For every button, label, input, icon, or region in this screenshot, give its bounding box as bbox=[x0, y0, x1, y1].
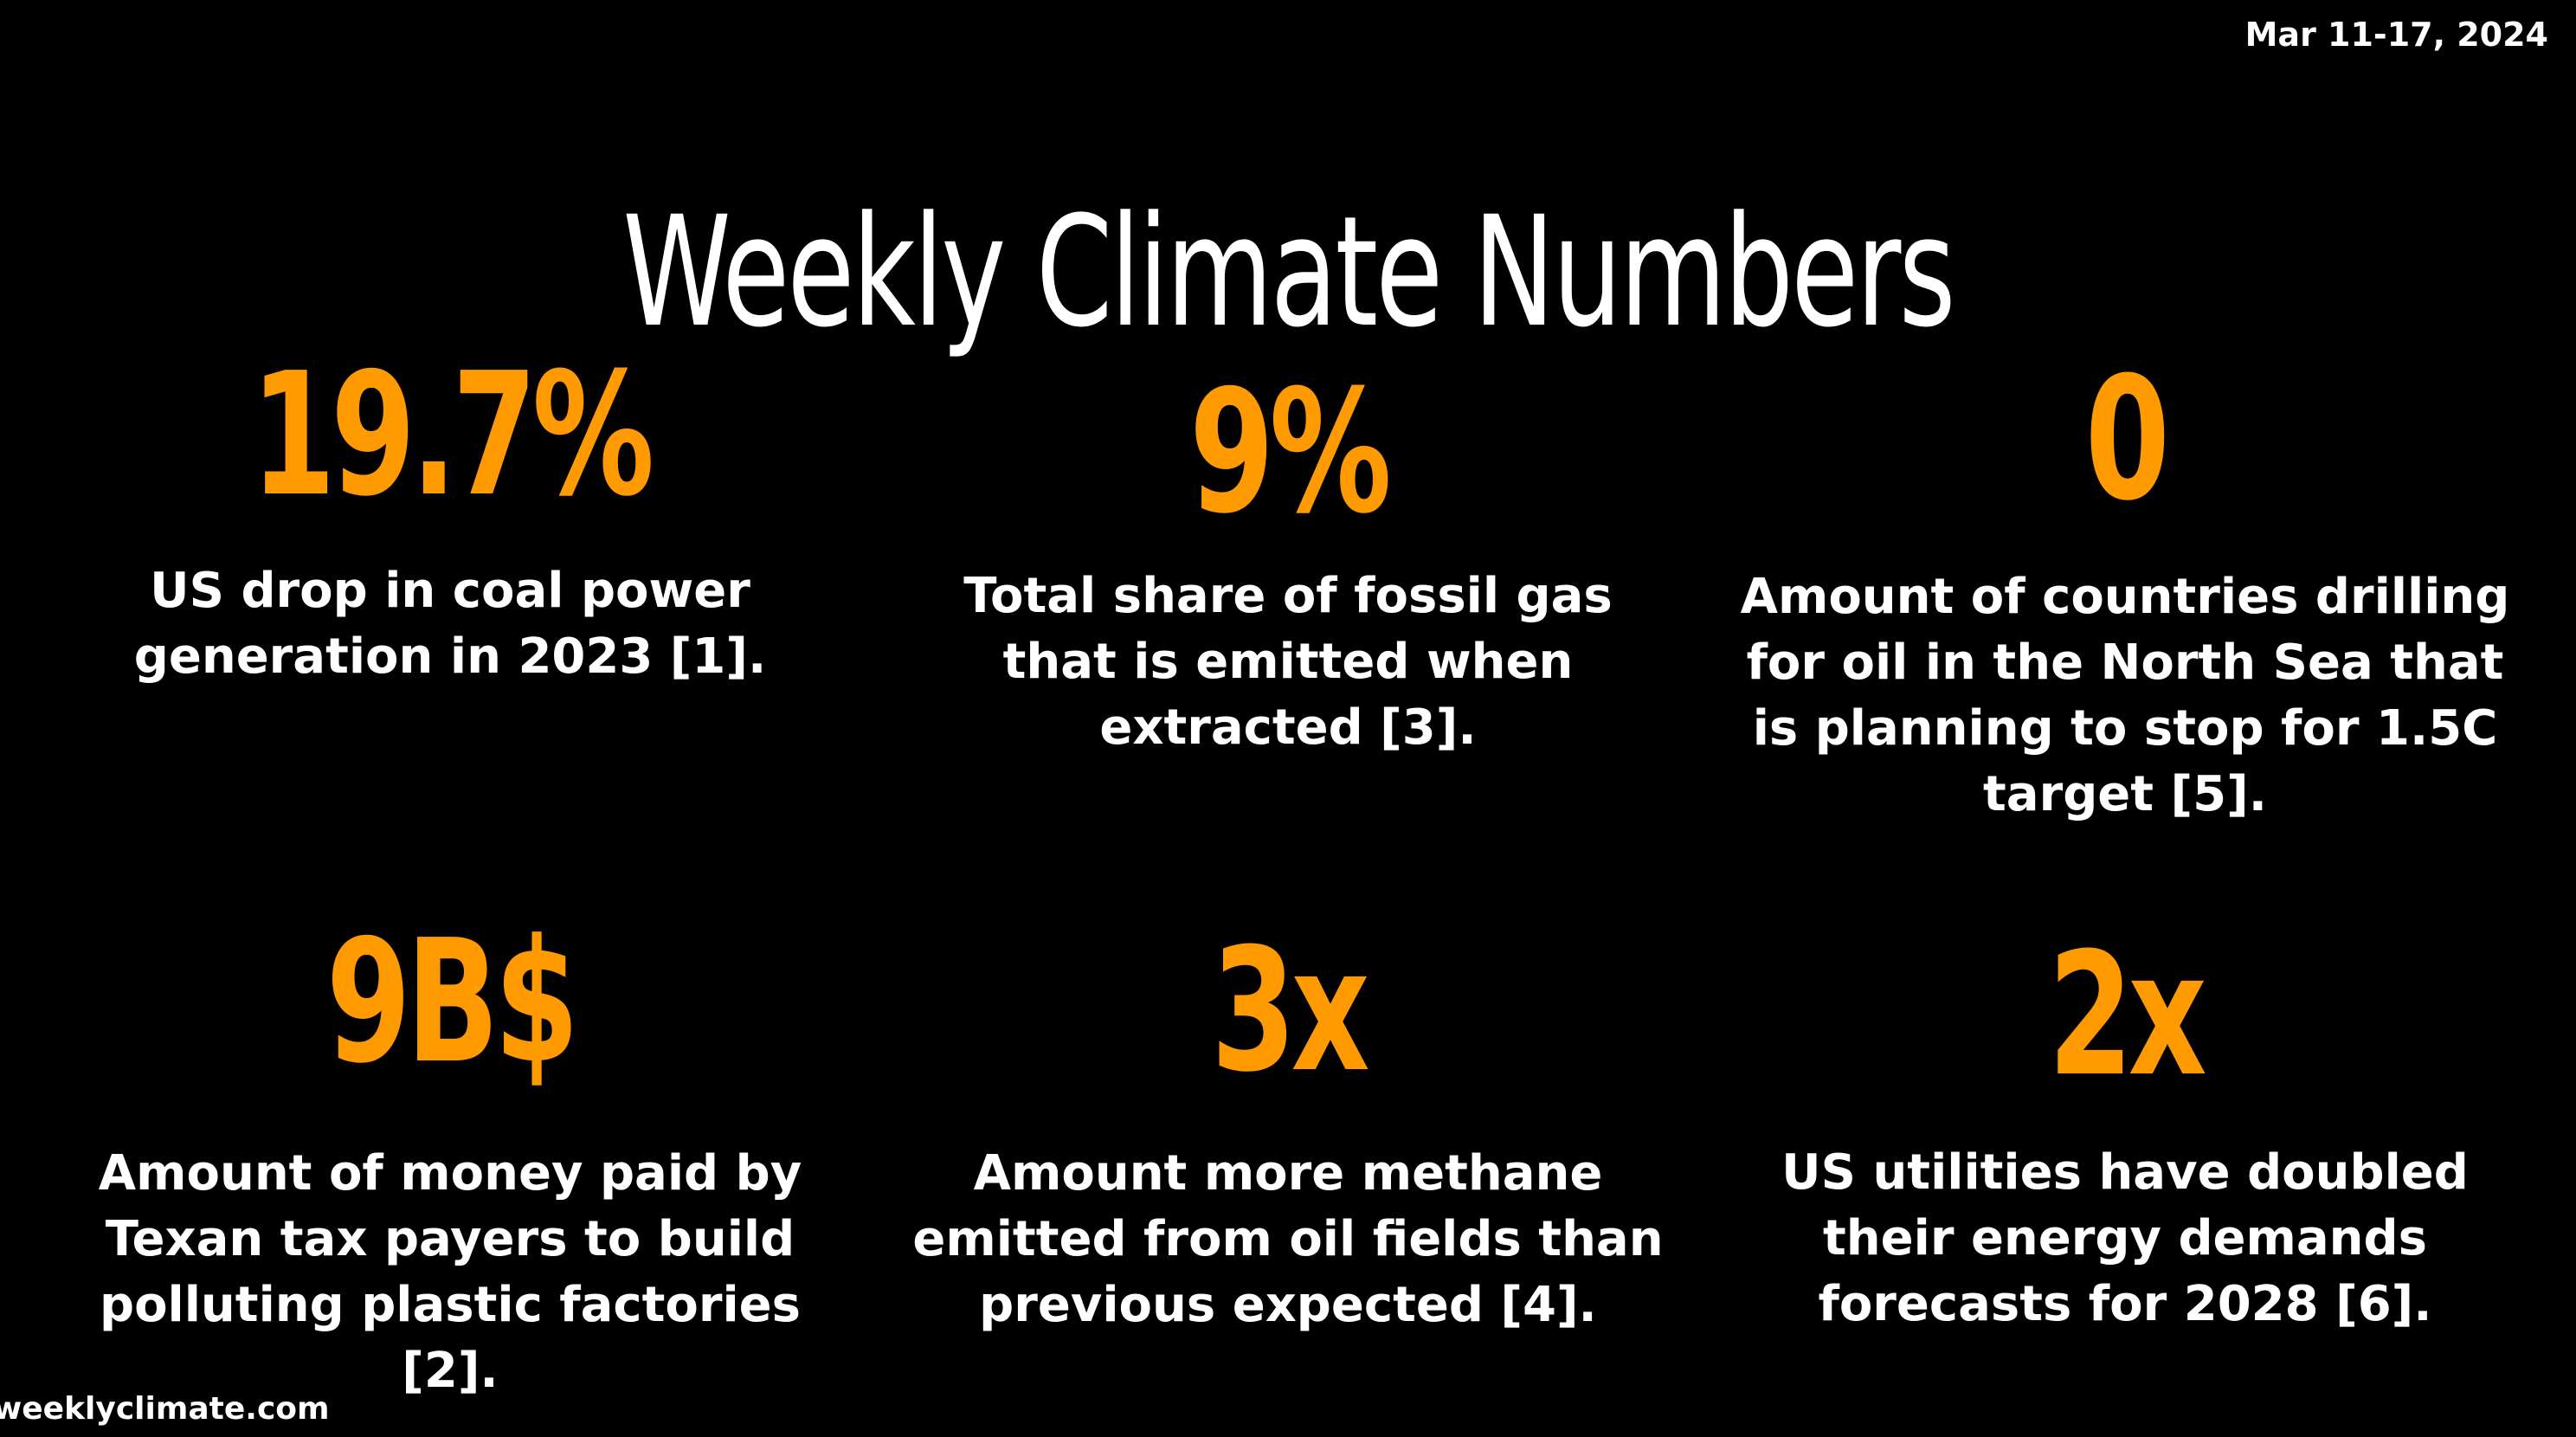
stat-card-north-sea: 0 Amount of countries drilling for oil i… bbox=[1736, 355, 2515, 828]
stat-card-texas-plastic: 9B$ Amount of money paid by Texan tax pa… bbox=[61, 918, 840, 1404]
stat-description: US utilities have doubled their energy d… bbox=[1781, 1144, 2469, 1332]
stat-value: 9B$ bbox=[325, 904, 579, 1101]
stat-card-fossil-gas: 9% Total share of fossil gas that is emi… bbox=[898, 368, 1678, 761]
stat-card-coal: 19.7% US drop in coal power generation i… bbox=[61, 351, 840, 690]
stat-value: 9% bbox=[1188, 354, 1392, 551]
stat-value: 19.7% bbox=[250, 337, 655, 534]
website-link[interactable]: weeklyclimate.com bbox=[0, 1391, 330, 1427]
stat-value: 3x bbox=[1211, 912, 1369, 1110]
stat-description: US drop in coal power generation in 2023… bbox=[133, 563, 767, 685]
stat-description: Total share of fossil gas that is emitte… bbox=[963, 568, 1613, 756]
stat-value: 2x bbox=[2048, 917, 2206, 1114]
stat-card-methane: 3x Amount more methane emitted from oil … bbox=[898, 926, 1678, 1338]
stat-description: Amount of countries drilling for oil in … bbox=[1740, 569, 2510, 822]
stat-description: Amount of money paid by Texan tax payers… bbox=[98, 1145, 802, 1399]
stat-card-utilities: 2x US utilities have doubled their energ… bbox=[1736, 931, 2515, 1337]
date-range: Mar 11-17, 2024 bbox=[2244, 16, 2548, 54]
stat-value: 0 bbox=[2084, 341, 2170, 538]
stat-description: Amount more methane emitted from oil fie… bbox=[912, 1145, 1664, 1333]
page-title: Weekly Climate Numbers bbox=[622, 183, 1955, 361]
